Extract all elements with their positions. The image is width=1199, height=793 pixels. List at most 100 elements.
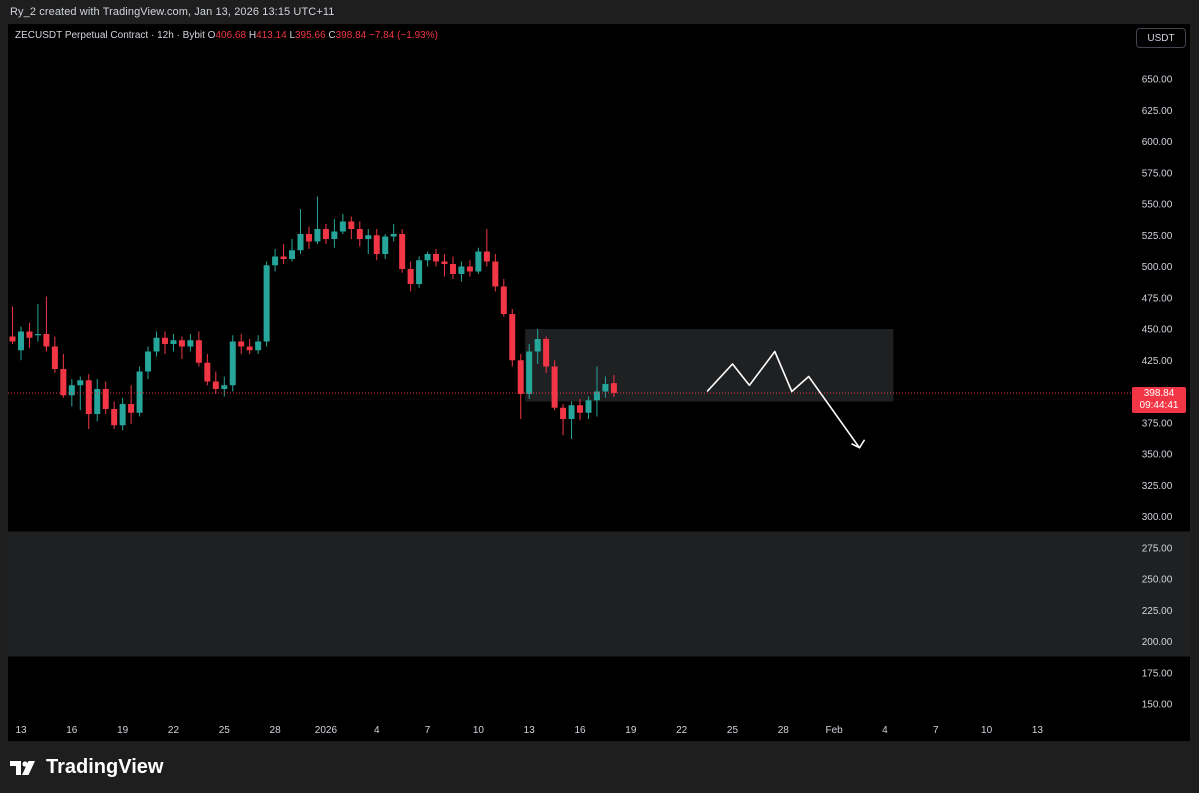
candle-body	[551, 366, 558, 408]
candle-body	[161, 337, 168, 344]
candle-body	[441, 261, 448, 264]
y-tick-label: 425.00	[1142, 356, 1173, 367]
x-tick-label: 13	[15, 725, 27, 736]
currency-button[interactable]: USDT	[1136, 28, 1186, 48]
zone-1	[8, 531, 1190, 657]
x-tick-label: Feb	[826, 725, 844, 736]
x-axis[interactable]: 13 16 19 22 25 28 2026 4 7 10 13 16 19 22 25 28 Feb 4 7 10 1…	[15, 725, 1043, 736]
x-tick-label: 7	[425, 725, 431, 736]
candle-body	[577, 405, 584, 413]
candle-body	[602, 384, 609, 392]
candle-body	[475, 251, 482, 272]
candlestick-chart[interactable]: 650.00 625.00 600.00 575.00 550.00 525.00 500.…	[8, 24, 1190, 741]
candle-body	[238, 341, 245, 347]
close-value: 398.84	[335, 30, 367, 41]
candle-body	[585, 400, 592, 413]
candle-body	[34, 334, 41, 336]
candle-body	[94, 389, 101, 414]
candle-body	[526, 351, 533, 394]
candle-body	[568, 405, 575, 419]
candle-body	[382, 236, 389, 254]
high-label: H	[248, 30, 257, 41]
candle-body	[136, 371, 143, 413]
x-tick-label: 4	[882, 725, 888, 736]
y-tick-label: 225.00	[1142, 606, 1173, 617]
x-tick-label: 4	[374, 725, 380, 736]
last-price-value: 398.84	[1143, 388, 1175, 399]
x-tick-label: 16	[574, 725, 586, 736]
candle-body	[560, 407, 567, 419]
projection-arrow	[706, 350, 866, 449]
x-tick-label: 22	[676, 725, 688, 736]
candle-body	[390, 234, 397, 237]
y-tick-label: 325.00	[1142, 481, 1173, 492]
candle-body	[399, 234, 406, 269]
candle-body	[339, 221, 346, 232]
candle-body	[272, 256, 279, 266]
candle-body	[543, 339, 550, 367]
low-value: 395.66	[295, 30, 326, 41]
tradingview-logo-icon	[10, 760, 35, 775]
x-tick-label: 25	[219, 725, 231, 736]
tradingview-logo-text: TradingView	[46, 756, 164, 778]
bar-countdown: 09:44:41	[1139, 400, 1179, 411]
y-tick-label: 175.00	[1142, 668, 1173, 679]
low-label: L	[289, 30, 295, 41]
x-tick-label: 2026	[315, 725, 338, 736]
candle-body	[348, 221, 355, 229]
chart-attribution: Ry_2 created with TradingView.com, Jan 1…	[10, 6, 335, 18]
candle-body	[85, 380, 92, 414]
candle-body	[246, 346, 253, 351]
candle-body	[18, 331, 24, 351]
candle-body	[449, 264, 456, 274]
projection-path	[706, 350, 861, 449]
y-tick-label: 525.00	[1142, 231, 1173, 242]
candle-body	[424, 254, 431, 261]
x-tick-label: 13	[524, 725, 536, 736]
candle-body	[517, 360, 524, 394]
chart-area[interactable]: 650.00 625.00 600.00 575.00 550.00 525.00 500.…	[8, 24, 1190, 741]
high-value: 413.14	[256, 30, 287, 41]
candle-body	[458, 266, 465, 274]
candle-body	[212, 381, 219, 389]
candle-body	[221, 385, 228, 389]
symbol-name: ZECUSDT Perpetual Contract · 12h · Bybit	[15, 30, 205, 41]
projection-arrowhead	[851, 439, 866, 449]
candle-body	[51, 346, 58, 369]
candle-body	[297, 234, 304, 251]
zone-0	[525, 329, 894, 402]
y-axis[interactable]: 650.00 625.00 600.00 575.00 550.00 525.00 500.…	[1142, 75, 1173, 711]
candle-body	[68, 385, 75, 396]
y-tick-label: 200.00	[1142, 637, 1173, 648]
candle-body	[178, 340, 185, 347]
y-tick-label: 300.00	[1142, 512, 1173, 523]
symbol-legend: ZECUSDT Perpetual Contract · 12h · Bybit…	[15, 30, 438, 41]
change-value: −7.84 (−1.93%)	[368, 30, 438, 41]
y-tick-label: 650.00	[1142, 75, 1173, 86]
candle-body	[433, 254, 440, 262]
y-tick-label: 350.00	[1142, 450, 1173, 461]
candle-body	[365, 235, 372, 239]
x-tick-label: 10	[981, 725, 993, 736]
candle-body	[187, 340, 194, 347]
candle-body	[280, 256, 287, 259]
candle-body	[373, 235, 380, 254]
candle-body	[610, 383, 617, 393]
candle-body	[305, 234, 312, 242]
candle-body	[593, 391, 600, 401]
tradingview-logo[interactable]: TradingView	[10, 756, 163, 779]
y-tick-label: 150.00	[1142, 700, 1173, 711]
candle-body	[102, 389, 109, 409]
candle-body	[534, 339, 541, 352]
y-tick-label: 250.00	[1142, 575, 1173, 586]
candle-body	[128, 404, 135, 413]
candle-body	[407, 269, 414, 284]
close-label: C	[328, 30, 336, 41]
x-tick-label: 16	[66, 725, 78, 736]
x-tick-label: 22	[168, 725, 180, 736]
x-tick-label: 10	[473, 725, 485, 736]
candle-body	[356, 229, 363, 239]
candle-body	[492, 261, 499, 287]
x-tick-label: 13	[1032, 725, 1044, 736]
y-tick-label: 375.00	[1142, 418, 1173, 429]
